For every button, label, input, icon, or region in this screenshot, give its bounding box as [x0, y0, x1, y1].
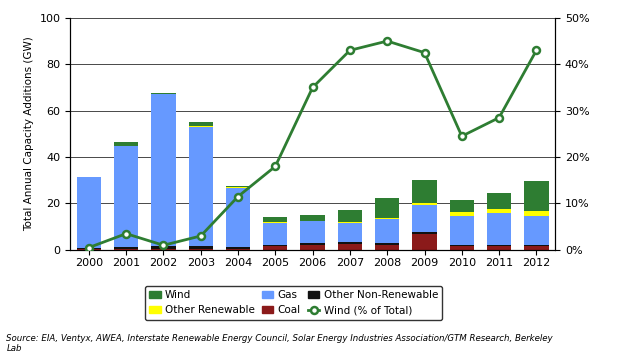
- Bar: [263, 246, 288, 250]
- Bar: [226, 249, 250, 250]
- Legend: Wind, Other Renewable, Gas, Coal, Other Non-Renewable, Wind (% of Total): Wind, Other Renewable, Gas, Coal, Other …: [145, 286, 442, 320]
- Bar: [189, 246, 213, 249]
- Bar: [300, 215, 325, 221]
- Bar: [151, 249, 175, 250]
- Bar: [151, 94, 175, 95]
- Bar: [524, 246, 549, 250]
- Bar: [524, 245, 549, 246]
- Bar: [375, 245, 399, 250]
- Bar: [338, 242, 362, 244]
- Bar: [151, 246, 175, 249]
- Bar: [450, 245, 474, 246]
- Bar: [338, 210, 362, 222]
- Bar: [77, 177, 101, 248]
- Bar: [487, 245, 511, 246]
- Bar: [114, 247, 138, 249]
- Bar: [300, 221, 325, 243]
- Bar: [114, 146, 138, 247]
- Bar: [151, 93, 175, 94]
- Bar: [487, 246, 511, 250]
- Bar: [263, 217, 288, 222]
- Text: Source: EIA, Ventyx, AWEA, Interstate Renewable Energy Council, Solar Energy Ind: Source: EIA, Ventyx, AWEA, Interstate Re…: [6, 334, 553, 353]
- Bar: [300, 243, 325, 245]
- Bar: [450, 200, 474, 212]
- Bar: [487, 193, 511, 208]
- Bar: [450, 212, 474, 216]
- Bar: [77, 248, 101, 249]
- Y-axis label: Total Annual Capacity Additions (GW): Total Annual Capacity Additions (GW): [24, 36, 34, 231]
- Bar: [487, 208, 511, 213]
- Bar: [226, 247, 250, 249]
- Bar: [450, 216, 474, 245]
- Bar: [375, 198, 399, 218]
- Bar: [114, 142, 138, 146]
- Bar: [375, 243, 399, 245]
- Bar: [189, 122, 213, 126]
- Bar: [375, 218, 399, 219]
- Bar: [412, 180, 436, 203]
- Bar: [412, 205, 436, 232]
- Bar: [189, 127, 213, 246]
- Bar: [524, 181, 549, 211]
- Bar: [412, 203, 436, 205]
- Bar: [338, 244, 362, 250]
- Bar: [189, 126, 213, 127]
- Bar: [300, 245, 325, 250]
- Bar: [263, 222, 288, 245]
- Bar: [450, 246, 474, 250]
- Bar: [487, 213, 511, 245]
- Bar: [77, 249, 101, 250]
- Bar: [263, 245, 288, 246]
- Bar: [412, 232, 436, 234]
- Bar: [524, 216, 549, 245]
- Bar: [226, 188, 250, 247]
- Bar: [151, 95, 175, 246]
- Bar: [114, 249, 138, 250]
- Bar: [375, 219, 399, 243]
- Bar: [226, 186, 250, 187]
- Bar: [412, 234, 436, 250]
- Bar: [338, 222, 362, 242]
- Bar: [524, 211, 549, 216]
- Bar: [189, 249, 213, 250]
